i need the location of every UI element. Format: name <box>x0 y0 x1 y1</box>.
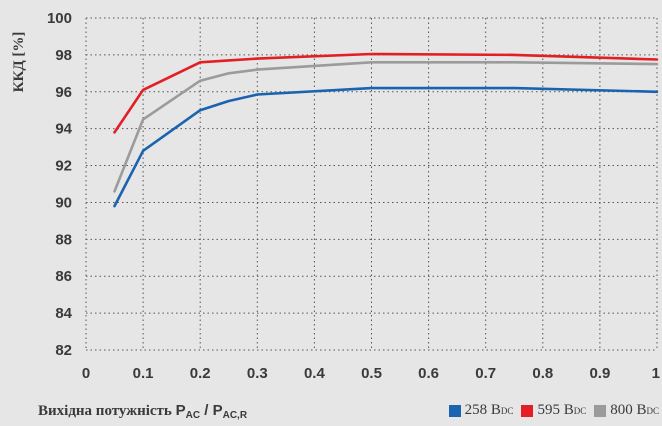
x-tick-label: 0.2 <box>190 365 211 382</box>
series-line-800 <box>113 60 659 193</box>
x-axis-label-p2-sub: AC,R <box>222 410 248 421</box>
legend-item-595: 595 B DC <box>521 402 586 419</box>
y-tick-label: 98 <box>55 47 72 64</box>
y-tick-labels: 82 84 86 88 90 92 94 96 98 100 <box>47 10 73 359</box>
legend-sub-258: DC <box>500 405 514 416</box>
y-tick-label: 88 <box>55 231 72 248</box>
series-line-595 <box>113 52 659 134</box>
y-axis-label: ККД [%] <box>11 32 27 93</box>
legend-swatch-595 <box>521 404 534 417</box>
grid-lines <box>85 17 658 351</box>
legend-label-800: 800 B <box>610 402 647 418</box>
series-line-258 <box>113 86 659 208</box>
legend-swatch-258 <box>448 404 461 417</box>
y-tick-label: 100 <box>47 10 72 27</box>
x-axis-label: Вихідна потужність PAC / PAC,R <box>38 402 247 421</box>
y-tick-label: 94 <box>55 121 72 138</box>
x-tick-label: 0.9 <box>589 365 610 382</box>
legend-sub-800: DC <box>646 405 659 416</box>
y-tick-label: 82 <box>55 342 72 359</box>
legend-label-595: 595 B <box>537 402 574 418</box>
legend-label-258: 258 B <box>464 402 501 418</box>
x-tick-label: 0.7 <box>475 365 496 382</box>
y-tick-label: 90 <box>55 194 72 211</box>
y-tick-label: 84 <box>55 305 72 322</box>
legend-item-800: 800 B DC <box>594 402 659 419</box>
x-tick-label: 0.8 <box>532 365 553 382</box>
x-axis-label-sep: / <box>200 402 213 419</box>
x-axis-label-p1-sub: AC <box>185 410 201 421</box>
x-axis-label-prefix: Вихідна потужність <box>38 403 176 419</box>
x-tick-labels: 0 0.1 0.2 0.3 0.4 0.5 0.6 0.7 0.8 0.9 1 <box>82 365 660 382</box>
y-tick-label: 86 <box>55 268 72 285</box>
x-tick-label: 0.6 <box>418 365 439 382</box>
x-tick-label: 0.4 <box>304 365 326 382</box>
legend-swatch-800 <box>594 404 607 417</box>
series-lines <box>113 52 659 208</box>
x-axis-label-p1: P <box>175 402 186 419</box>
x-tick-label: 0 <box>82 365 90 382</box>
y-tick-label: 92 <box>55 158 72 175</box>
x-tick-label: 0.5 <box>361 365 382 382</box>
x-tick-label: 0.1 <box>133 365 154 382</box>
legend: 258 B DC 595 B DC 800 B DC <box>448 402 659 419</box>
x-axis-label-p2: P <box>212 402 223 419</box>
y-tick-label: 96 <box>55 84 72 101</box>
x-tick-label: 0.3 <box>247 365 268 382</box>
legend-item-258: 258 B DC <box>448 402 514 419</box>
x-tick-label: 1 <box>652 365 660 382</box>
legend-sub-595: DC <box>573 405 587 416</box>
